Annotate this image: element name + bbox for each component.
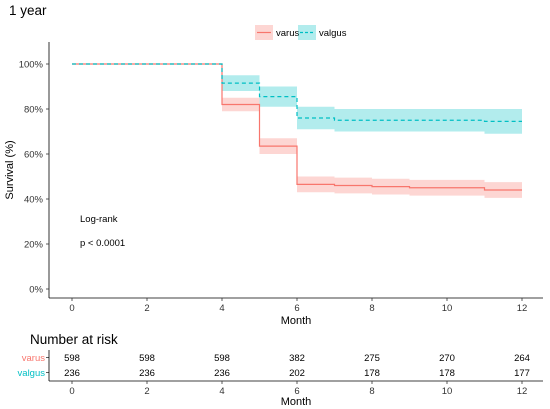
x-tick-label: 10 (442, 303, 453, 314)
risk-cell: 275 (364, 353, 380, 364)
y-tick-label: 20% (24, 240, 44, 251)
risk-table-cells: varus 598 598 598 382 275 270 264 valgus 236 236 23… (18, 353, 530, 379)
risk-cell: 178 (364, 368, 380, 379)
risk-table-title: Number at risk (30, 332, 118, 347)
risk-cell: 598 (214, 353, 230, 364)
risk-x-tick-label: 10 (442, 386, 453, 397)
legend: varus valgus (255, 25, 347, 40)
risk-cell: 202 (289, 368, 305, 379)
risk-x-tick-label: 4 (219, 386, 224, 397)
x-axis-title: Month (281, 315, 312, 327)
survival-curve-valgus (72, 63, 522, 122)
y-axis-ticks: 0% 20% 40% 60% 80% 100% (19, 60, 49, 296)
x-tick-label: 12 (517, 303, 528, 314)
risk-cell: 236 (64, 368, 80, 379)
y-tick-label: 60% (24, 150, 44, 161)
risk-cell: 177 (514, 368, 530, 379)
risk-x-tick-label: 2 (144, 386, 149, 397)
risk-cell: 598 (64, 353, 80, 364)
legend-label-valgus: valgus (319, 28, 347, 39)
risk-cell: 270 (439, 353, 455, 364)
y-tick-label: 0% (29, 285, 43, 296)
x-tick-label: 6 (294, 303, 299, 314)
risk-x-tick-label: 6 (294, 386, 299, 397)
risk-row-label-valgus: valgus (18, 368, 46, 379)
number-at-risk-table: Number at risk varus 598 598 598 382 275 270 26… (18, 332, 543, 408)
risk-x-tick-label: 8 (369, 386, 374, 397)
confidence-bands (222, 75, 522, 198)
survival-curve-varus (72, 63, 522, 191)
risk-table-x-ticks: 0 2 4 6 8 10 12 (69, 381, 527, 397)
x-tick-label: 8 (369, 303, 374, 314)
pvalue-label: p < 0.0001 (80, 238, 125, 249)
x-tick-label: 2 (144, 303, 149, 314)
y-tick-label: 40% (24, 195, 44, 206)
plot-title: 1 year (9, 3, 47, 18)
risk-cell: 598 (139, 353, 155, 364)
risk-x-tick-label: 12 (517, 386, 528, 397)
legend-label-varus: varus (276, 28, 299, 39)
x-tick-label: 4 (219, 303, 224, 314)
risk-cell: 236 (139, 368, 155, 379)
survival-plot: 0% 20% 40% 60% 80% 100% 0 2 4 6 8 10 12 Month Survi… (4, 42, 543, 327)
ci-band-valgus (222, 75, 260, 91)
x-tick-label: 0 (69, 303, 74, 314)
x-axis-ticks: 0 2 4 6 8 10 12 (69, 298, 527, 314)
risk-row-label-varus: varus (22, 353, 45, 364)
ci-band-valgus (484, 109, 522, 134)
risk-x-tick-label: 0 (69, 386, 74, 397)
y-tick-label: 100% (19, 60, 44, 71)
risk-cell: 382 (289, 353, 305, 364)
risk-cell: 236 (214, 368, 230, 379)
survival-curves (72, 63, 522, 191)
y-axis-title: Survival (%) (4, 140, 16, 199)
risk-cell: 264 (514, 353, 530, 364)
risk-table-x-axis-title: Month (281, 396, 312, 408)
logrank-label: Log-rank (80, 214, 118, 225)
y-tick-label: 80% (24, 105, 44, 116)
risk-cell: 178 (439, 368, 455, 379)
